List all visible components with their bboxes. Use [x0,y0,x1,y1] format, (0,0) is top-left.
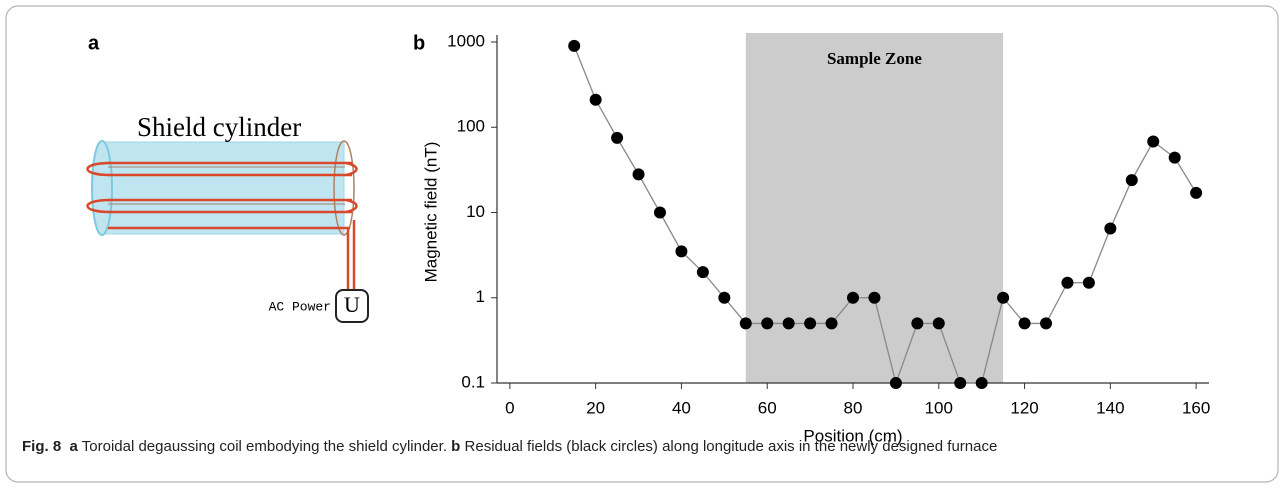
part-label: a [69,438,78,455]
x-tick-label: 0 [505,398,514,417]
x-tick-label: 140 [1096,398,1124,417]
data-point [675,245,688,258]
caption-text: Toroidal degaussing coil embodying the s… [81,438,447,455]
panel-label: b [413,32,425,54]
power-label: AC Power [269,299,331,314]
data-point [611,131,624,144]
y-tick-label: 10 [466,202,485,221]
region-label: Sample Zone [827,49,922,68]
shaded-region [745,33,1004,383]
caption: Fig. 8 a Toroidal degaussing coil embody… [22,438,997,455]
data-point [568,39,581,52]
data-point [589,93,602,106]
y-tick-label: 1000 [447,31,485,50]
panel-label: a [88,32,100,54]
data-point [1082,276,1095,289]
data-point [1147,135,1160,148]
data-point [1061,276,1074,289]
data-point [632,168,645,181]
y-tick-label: 100 [457,117,485,136]
data-point [804,317,817,330]
data-point [1018,317,1031,330]
data-point [761,317,774,330]
frame [5,5,1279,483]
data-point [911,317,924,330]
x-axis-title: Position (cm) [803,426,902,445]
data-point [954,377,967,389]
part-label: b [451,438,461,455]
y-tick-label: 1 [476,287,485,306]
data-point [825,317,838,330]
coil-diagram [86,140,369,323]
data-point [782,317,795,330]
data-point [696,266,709,279]
y-axis-title: Magnetic field (nT) [421,142,440,283]
caption-text: Residual fields (black circles) along lo… [464,438,998,455]
data-point [1104,222,1117,235]
data-point [1040,317,1053,330]
data-point [997,291,1010,304]
data-point [1125,174,1138,187]
y-tick-label: 0.1 [461,372,485,391]
data-point [975,377,988,389]
data-point [868,291,881,304]
x-tick-label: 80 [844,398,863,417]
x-tick-label: 60 [758,398,777,417]
figure-number: Fig. 8 [22,438,62,455]
data-point [932,317,945,330]
data-point [739,317,752,330]
cylinder-label: Shield cylinder [137,112,301,142]
data-point [889,377,902,389]
data-point [1168,151,1181,164]
x-tick-label: 160 [1182,398,1210,417]
data-point [1190,186,1203,199]
x-tick-label: 120 [1010,398,1038,417]
data-point [653,206,666,219]
x-tick-label: 100 [925,398,953,417]
series-line [573,45,1197,386]
data-point [847,291,859,304]
x-tick-label: 40 [672,398,691,417]
data-point [718,291,731,304]
source-symbol: U [344,292,360,317]
x-tick-label: 20 [586,398,605,417]
